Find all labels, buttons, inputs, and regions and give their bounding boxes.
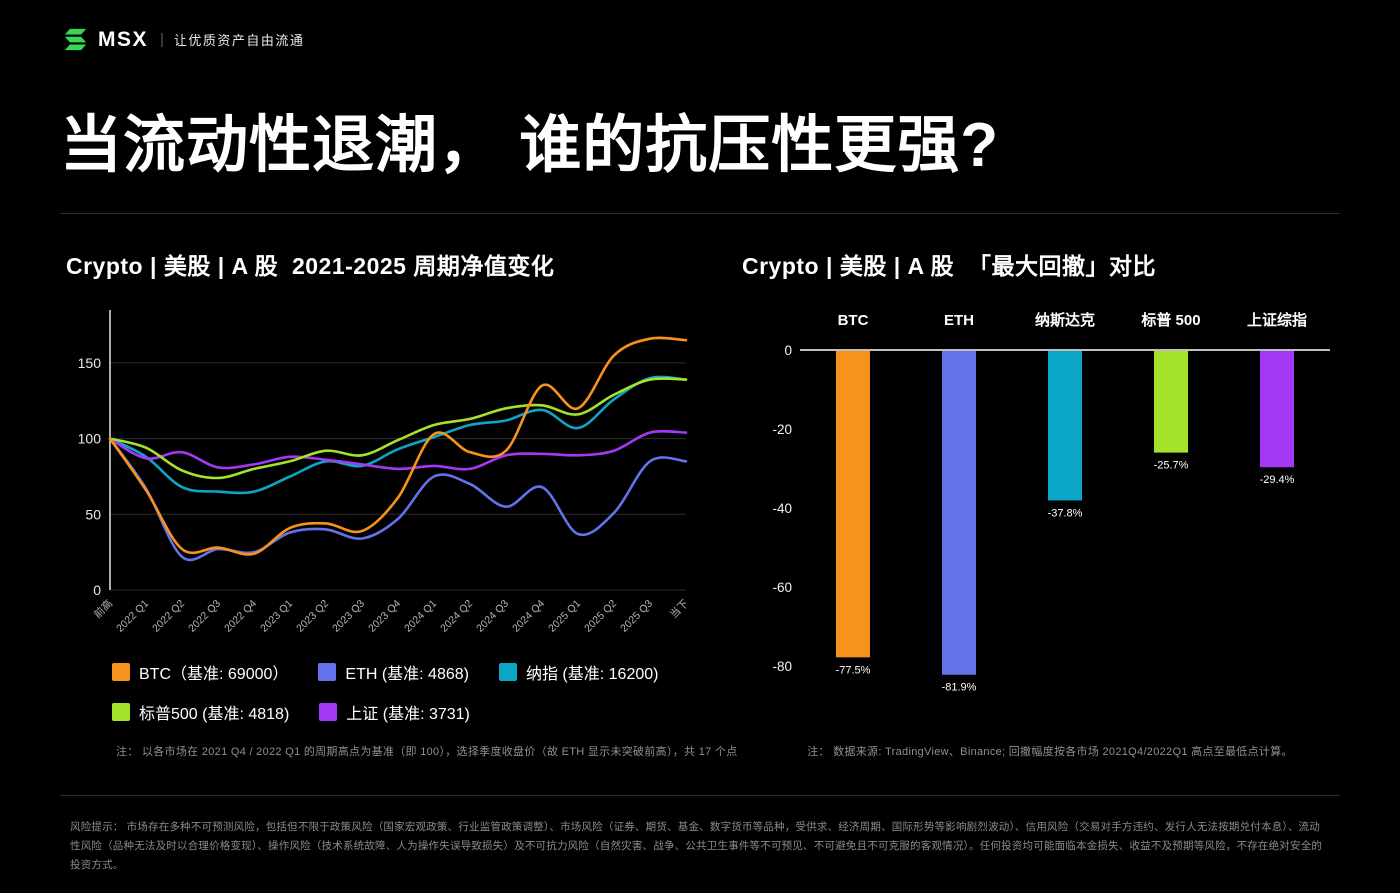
x-tick-label: 2024 Q4	[510, 598, 547, 635]
x-tick-label: 2024 Q1	[402, 598, 439, 635]
category-label: 纳斯达克	[1035, 311, 1095, 329]
y-tick-label: 100	[78, 431, 102, 447]
legend-item: ETH (基准: 4868)	[318, 660, 469, 684]
x-tick-label: 2025 Q3	[618, 598, 655, 635]
x-tick-label: 2023 Q3	[330, 598, 367, 635]
risk-disclaimer: 风险提示： 市场存在多种不可预测风险，包括但不限于政策风险（国家宏观政策、行业监…	[70, 821, 1323, 871]
x-tick-label: 2022 Q4	[222, 598, 259, 635]
legend-label: 上证 (基准: 3731)	[346, 706, 470, 723]
value-label: -29.4%	[1260, 474, 1295, 486]
line-chart-title: Crypto | 美股 | A 股 2021-2025 周期净值变化	[66, 253, 555, 279]
bar-ETH	[942, 351, 976, 675]
x-tick-label: 2022 Q3	[186, 598, 223, 635]
bar-标普 500	[1154, 351, 1188, 453]
page-title: 当流动性退潮， 谁的抗压性更强?	[60, 111, 1000, 180]
legend-label: BTC（基准: 69000）	[139, 666, 289, 683]
series-line-4	[108, 429, 688, 471]
bar-BTC	[836, 351, 870, 658]
legend-swatch	[318, 663, 337, 681]
value-label: -37.8%	[1048, 507, 1083, 519]
line-chart-note: 注： 以各市场在 2021 Q4 / 2022 Q1 的周期高点为基准（即 10…	[116, 746, 738, 758]
x-tick-label: 2022 Q2	[150, 598, 187, 635]
x-tick-label: 2023 Q4	[366, 598, 403, 635]
y-tick-label: -60	[772, 580, 792, 595]
brand-header: MSX | 让优质资产自由流通	[62, 26, 304, 53]
top-divider	[60, 213, 1340, 214]
x-tick-label: 2025 Q1	[546, 598, 583, 635]
legend-label: ETH (基准: 4868)	[345, 666, 469, 683]
legend-item: BTC（基准: 69000）	[112, 660, 288, 684]
y-tick-label: 150	[78, 355, 102, 371]
x-tick-label: 2024 Q3	[474, 598, 511, 635]
value-label: -77.5%	[836, 664, 871, 676]
series-line-3	[108, 377, 688, 480]
bar-chart: 0 -20 -40 -60 -80 BTC -77.5% ETH -81.9% 纳斯达克 -37.8…	[772, 311, 1330, 694]
x-tick-label: 2022 Q1	[114, 598, 151, 635]
legend-swatch	[112, 663, 130, 681]
series-line-0	[108, 336, 688, 556]
series-line-2	[108, 375, 688, 495]
y-tick-label: -40	[772, 501, 792, 516]
brand-tagline: 让优质资产自由流通	[173, 33, 305, 48]
bar-chart-note: 注： 数据来源: TradingView、Binance; 回撤幅度按各市场 2…	[807, 746, 1293, 758]
legend-swatch	[319, 703, 338, 721]
y-tick-label: 50	[85, 506, 101, 522]
series-line-1	[108, 437, 688, 562]
value-label: -25.7%	[1154, 460, 1189, 472]
category-label: 上证综指	[1247, 311, 1307, 329]
legend-item: 纳指 (基准: 16200)	[498, 660, 659, 684]
bar-纳斯达克	[1048, 351, 1082, 501]
x-tick-label: 2024 Q2	[438, 598, 475, 635]
bar-chart-title: Crypto | 美股 | A 股 「最大回撤」对比	[742, 253, 1156, 279]
category-label: ETH	[944, 312, 974, 329]
y-tick-label: -20	[772, 422, 792, 437]
x-tick-label: 2025 Q2	[582, 598, 619, 635]
category-label: 标普 500	[1140, 311, 1200, 329]
y-tick-label: 0	[784, 343, 792, 358]
legend-label: 纳指 (基准: 16200)	[525, 666, 659, 683]
y-tick-label: 0	[93, 582, 101, 598]
x-tick-label: 前高	[91, 597, 115, 621]
legend-label: 标普500 (基准: 4818)	[139, 706, 290, 723]
x-tick-label: 2023 Q1	[258, 598, 295, 635]
legend-item: 上证 (基准: 3731)	[319, 700, 470, 724]
bottom-divider	[60, 795, 1340, 796]
value-label: -81.9%	[942, 682, 977, 694]
x-tick-label: 当下	[667, 597, 691, 621]
brand-name: MSX	[98, 27, 149, 51]
bar-上证综指	[1260, 351, 1294, 468]
category-label: BTC	[838, 312, 869, 329]
legend-swatch	[112, 703, 130, 721]
y-tick-label: -80	[772, 659, 792, 674]
line-chart-legend: BTC（基准: 69000） ETH (基准: 4868) 纳指 (基准: 1620…	[112, 660, 712, 724]
x-tick-label: 2023 Q2	[294, 598, 331, 635]
legend-item: 标普500 (基准: 4818)	[112, 700, 289, 724]
msx-logo-icon	[62, 26, 89, 53]
brand-separator: |	[160, 31, 164, 48]
legend-swatch	[498, 663, 517, 681]
